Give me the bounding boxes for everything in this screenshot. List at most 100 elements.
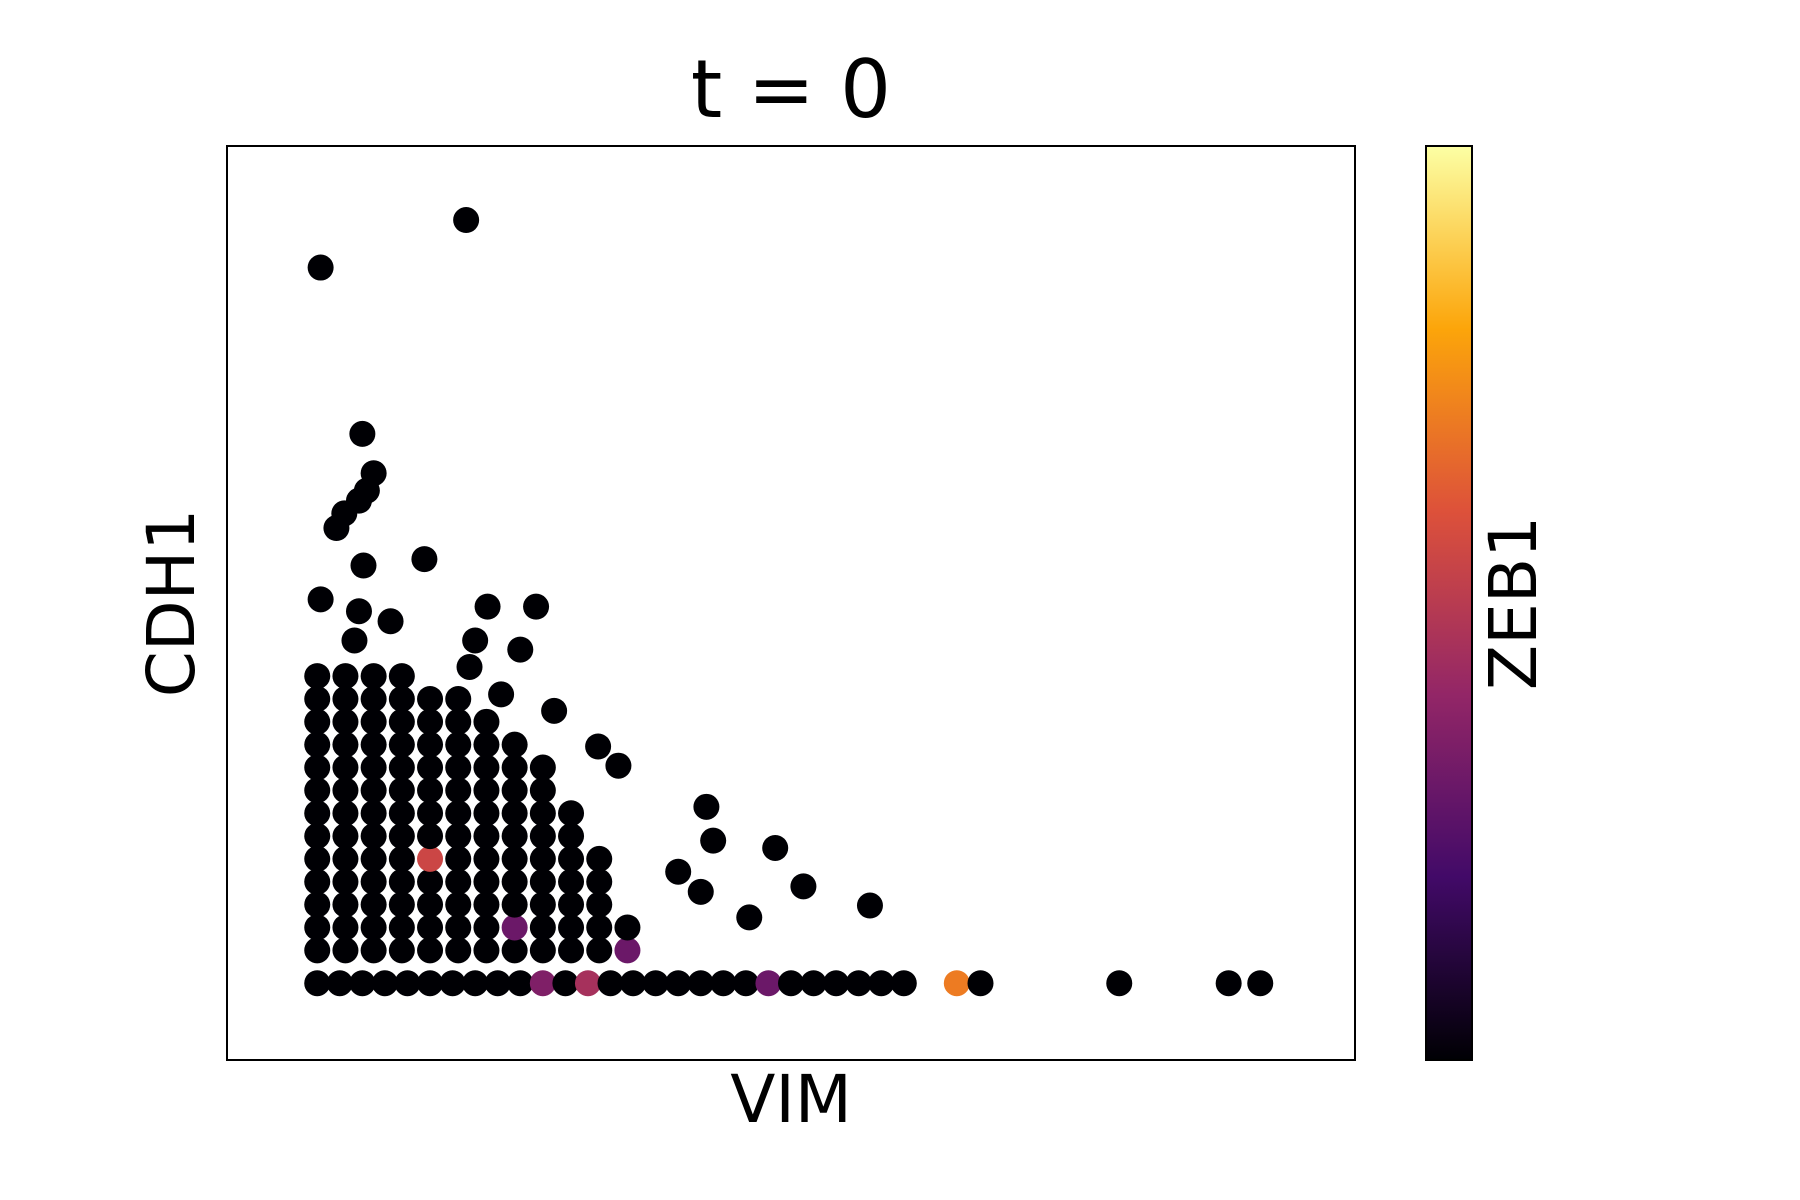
point (377, 608, 404, 635)
point (332, 914, 359, 941)
point (360, 845, 387, 872)
point (439, 970, 466, 997)
point (778, 970, 804, 997)
point (473, 823, 500, 850)
point (417, 914, 444, 941)
point (501, 823, 528, 850)
point (868, 970, 895, 997)
point (687, 878, 714, 905)
y-axis-label: CDH1 (133, 509, 210, 698)
point (755, 970, 782, 997)
point (710, 970, 737, 997)
colorbar-label: ZEB1 (1475, 516, 1552, 690)
point (558, 891, 585, 918)
point (360, 685, 387, 712)
point (523, 593, 550, 620)
point (332, 868, 359, 895)
point (605, 752, 632, 779)
point (574, 970, 601, 997)
point (360, 731, 387, 758)
point (304, 868, 331, 895)
point (388, 868, 415, 895)
point (417, 777, 444, 804)
point (614, 914, 641, 941)
point (394, 970, 421, 997)
point (388, 914, 415, 941)
point (558, 914, 585, 941)
point (665, 970, 692, 997)
point (360, 937, 387, 964)
point (529, 754, 556, 781)
point (388, 823, 415, 850)
point (529, 868, 556, 895)
colorbar (1425, 145, 1473, 1061)
plot-frame (226, 145, 1356, 1061)
point (529, 914, 556, 941)
point (417, 708, 444, 735)
point (473, 754, 500, 781)
point (388, 891, 415, 918)
point (304, 731, 331, 758)
point (665, 858, 692, 885)
point (501, 914, 528, 941)
point (304, 937, 331, 964)
point (501, 845, 528, 872)
point (845, 970, 872, 997)
point (417, 731, 444, 758)
point (462, 970, 489, 997)
point (445, 823, 472, 850)
point (488, 681, 515, 708)
point (360, 663, 387, 690)
point (473, 937, 500, 964)
point (360, 868, 387, 895)
point (307, 586, 334, 613)
point (411, 546, 438, 573)
point (484, 970, 511, 997)
point (529, 800, 556, 827)
point (529, 891, 556, 918)
chart-title: t = 0 (691, 43, 891, 136)
point (360, 708, 387, 735)
point (360, 777, 387, 804)
point (360, 914, 387, 941)
point (558, 823, 585, 850)
point (345, 598, 372, 625)
point (304, 845, 331, 872)
point (473, 800, 500, 827)
point (586, 937, 613, 964)
point (586, 845, 613, 872)
point (507, 636, 534, 663)
point (349, 420, 376, 447)
point (736, 904, 763, 931)
point (501, 868, 528, 895)
point (332, 800, 359, 827)
point (445, 868, 472, 895)
point (445, 937, 472, 964)
point (529, 777, 556, 804)
point (473, 891, 500, 918)
point (501, 891, 528, 918)
point (388, 754, 415, 781)
point (417, 800, 444, 827)
point (417, 823, 444, 850)
point (473, 845, 500, 872)
point (304, 823, 331, 850)
point (558, 800, 585, 827)
point (507, 970, 534, 997)
point (790, 873, 817, 900)
point (304, 914, 331, 941)
point (371, 970, 398, 997)
point (360, 823, 387, 850)
point (445, 777, 472, 804)
point (558, 937, 585, 964)
point (304, 970, 331, 997)
point (417, 868, 444, 895)
point (474, 593, 501, 620)
point (614, 937, 641, 964)
point (586, 891, 613, 918)
point (417, 891, 444, 918)
point (552, 970, 579, 997)
point (445, 754, 472, 781)
point (417, 845, 444, 872)
